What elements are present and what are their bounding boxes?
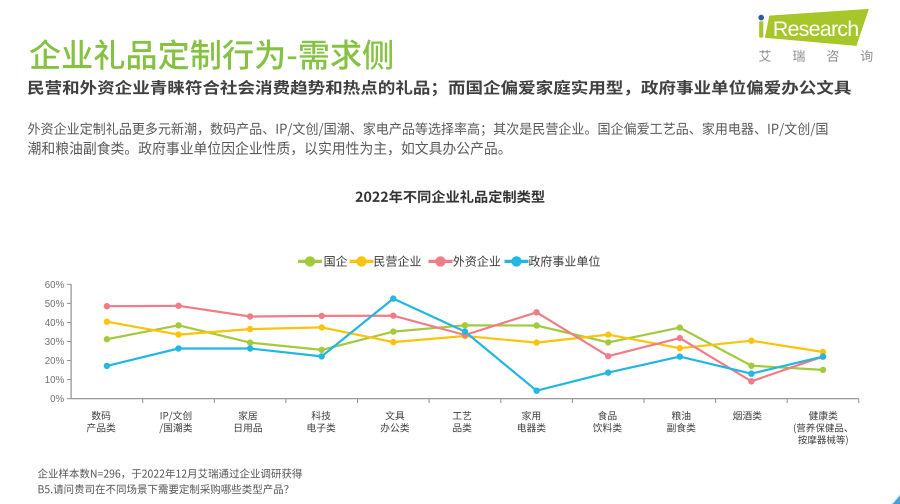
svg-text:30%: 30% (45, 337, 65, 348)
svg-text:40%: 40% (45, 318, 65, 329)
svg-text:10%: 10% (45, 375, 65, 386)
svg-text:Research: Research (773, 17, 859, 41)
svg-text:0%: 0% (50, 394, 64, 405)
svg-text:60%: 60% (45, 280, 65, 291)
svg-text:50%: 50% (45, 299, 65, 310)
svg-text:20%: 20% (45, 356, 65, 367)
